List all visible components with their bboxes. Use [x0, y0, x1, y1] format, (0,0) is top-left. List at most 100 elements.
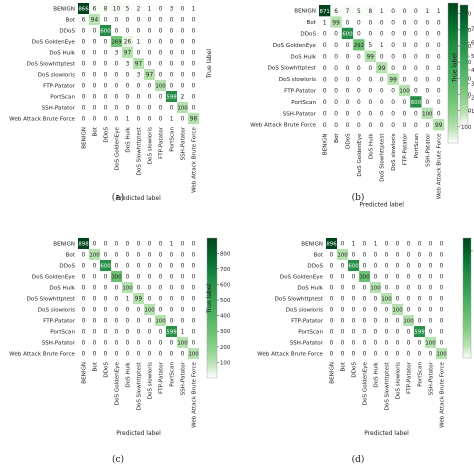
heatmap-cell [337, 260, 348, 271]
cell-value-label: 0 [159, 253, 163, 259]
cell-value-label: 0 [357, 32, 361, 38]
cell-value-label: 0 [323, 55, 327, 61]
heatmap-cell [403, 282, 414, 293]
cell-value-label: 0 [82, 286, 86, 292]
cell-value-label: 0 [170, 308, 174, 314]
heatmap-cell [89, 3, 100, 14]
cell-value-label: 0 [93, 73, 97, 79]
heatmap-cell [78, 293, 89, 304]
heatmap-cell [122, 102, 133, 113]
cell-value-label: 0 [396, 264, 400, 270]
cell-value-label: 0 [148, 253, 152, 259]
heatmap-cell [89, 58, 100, 69]
cell-value-label: 0 [363, 330, 367, 336]
cell-value-label: 0 [407, 330, 411, 336]
y-tick-label: DoS Slowhttptest [27, 62, 76, 68]
cell-value-label: 0 [334, 100, 338, 106]
heatmap-cell [353, 84, 365, 97]
heatmap-cell [177, 102, 188, 113]
heatmap-cell [381, 348, 392, 359]
heatmap-cell [155, 14, 166, 25]
heatmap-cell [122, 3, 133, 14]
cell-value-label: 8 [104, 7, 108, 13]
heatmap-cell [436, 348, 447, 359]
heatmap-cell [387, 16, 399, 28]
y-tick-label: DoS slowloris [286, 308, 323, 314]
heatmap-cell [326, 260, 337, 271]
heatmap-cell [89, 91, 100, 102]
cell-value-label: 0 [323, 43, 327, 49]
heatmap-cell [326, 293, 337, 304]
heatmap-cell [122, 337, 133, 348]
heatmap-cell [89, 282, 100, 293]
cell-value-label: 0 [93, 106, 97, 112]
heatmap-cell [144, 238, 155, 249]
cell-value-label: 0 [159, 7, 163, 13]
y-tick-label: FTP-Patator [43, 319, 76, 325]
cell-value-label: 0 [82, 319, 86, 325]
heatmap-cell [155, 47, 166, 58]
heatmap-cell [414, 271, 425, 282]
heatmap-cell [381, 326, 392, 337]
x-tick-label: Bot [334, 133, 340, 143]
cell-value-label: 0 [407, 264, 411, 270]
heatmap-cell [89, 80, 100, 91]
x-tick-label: DoS slowloris [391, 133, 397, 170]
cell-value-label: 94 [91, 18, 99, 24]
heatmap-cell [421, 96, 433, 108]
heatmap-cell [326, 337, 337, 348]
x-tick-label: DoS GoldenEye [115, 126, 121, 170]
cell-value-label: 0 [341, 319, 345, 325]
heatmap-cell [436, 326, 447, 337]
cell-value-label: 1 [126, 297, 130, 303]
cell-value-label: 0 [414, 89, 418, 95]
cell-value-label: 0 [137, 352, 141, 358]
cell-value-label: 0 [170, 297, 174, 303]
x-tick-label: DoS Slowhttptest [137, 361, 143, 410]
heatmap-cell [398, 96, 411, 108]
cell-value-label: 0 [425, 66, 429, 72]
cell-value-label: 3 [115, 51, 119, 57]
heatmap-cell [133, 36, 144, 47]
heatmap-cell [155, 113, 166, 124]
heatmap-cell [341, 50, 354, 62]
heatmap-cell [370, 304, 381, 315]
heatmap-cell [78, 47, 89, 58]
cell-value-label: 0 [170, 253, 174, 259]
heatmap-cell [337, 304, 348, 315]
heatmap-cell [387, 73, 399, 85]
heatmap-cell [359, 282, 370, 293]
cell-value-label: 0 [170, 62, 174, 68]
cell-value-label: 0 [104, 84, 108, 90]
cell-value-label: 0 [126, 275, 130, 281]
cell-value-label: 97 [146, 73, 154, 79]
cell-value-label: 0 [148, 341, 152, 347]
cell-value-label: 100 [122, 286, 133, 292]
heatmap-cell [436, 249, 447, 260]
heatmap-cell [337, 271, 348, 282]
heatmap-cell [353, 16, 365, 28]
cell-value-label: 0 [418, 308, 422, 314]
cell-value-label: 0 [159, 106, 163, 112]
cell-value-label: 0 [137, 264, 141, 270]
cell-value-label: 0 [341, 242, 345, 248]
heatmap-cell [414, 260, 425, 271]
x-tick-label: DoS GoldenEye [115, 361, 121, 405]
heatmap-cell [341, 73, 354, 85]
colorbar-tick-label: 100 [461, 125, 472, 131]
heatmap-cell [111, 315, 122, 326]
colorbar-tick-label: 500 [220, 298, 231, 304]
cell-value-label: 0 [82, 341, 86, 347]
heatmap-cell [414, 348, 425, 359]
heatmap-cell [326, 304, 337, 315]
heatmap-cell [133, 271, 144, 282]
cell-value-label: 0 [181, 7, 185, 13]
heatmap-cell [353, 96, 365, 108]
heatmap-cell [144, 69, 155, 80]
cell-value-label: 0 [396, 330, 400, 336]
cell-value-label: 0 [407, 275, 411, 281]
heatmap-cell [433, 5, 445, 17]
cell-value-label: 0 [137, 29, 141, 35]
heatmap-cell [370, 260, 381, 271]
cell-value-label: 0 [192, 29, 196, 35]
